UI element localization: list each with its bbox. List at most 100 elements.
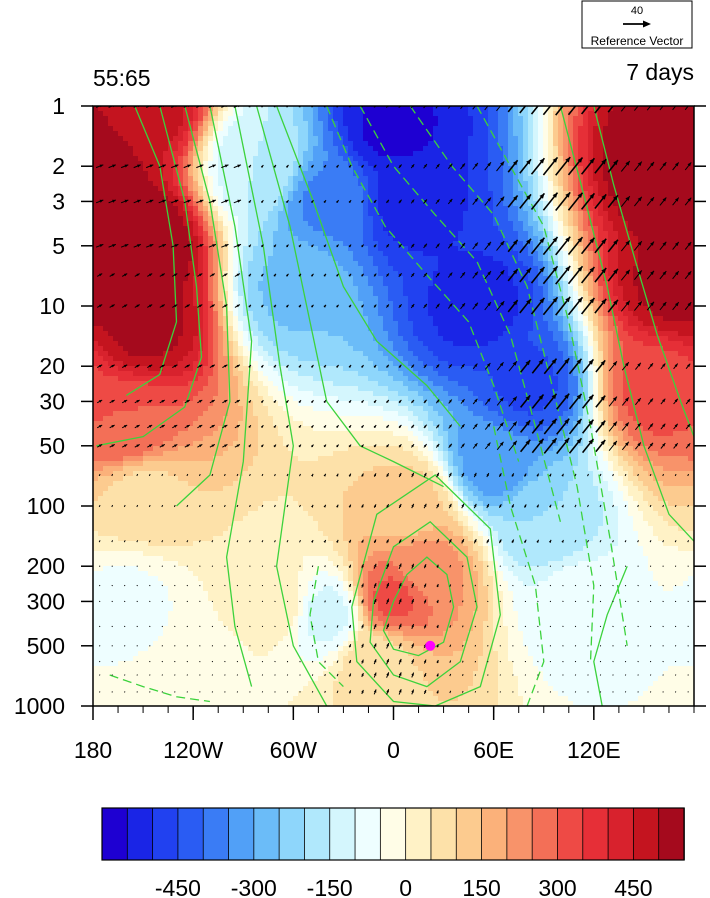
- field-cell: [278, 196, 284, 202]
- field-cell: [163, 236, 169, 242]
- field-cell: [133, 281, 139, 287]
- field-cell: [503, 256, 509, 262]
- field-cell: [183, 261, 189, 267]
- field-cell: [498, 266, 504, 272]
- field-cell: [373, 256, 379, 262]
- field-cell: [658, 116, 664, 122]
- field-cell: [488, 121, 494, 127]
- field-cell: [113, 111, 119, 117]
- field-cell: [488, 296, 494, 302]
- field-cell: [333, 186, 339, 192]
- field-cell: [653, 141, 659, 147]
- field-cell: [468, 211, 474, 217]
- field-cell: [493, 166, 499, 172]
- field-cell: [438, 111, 444, 117]
- field-cell: [243, 196, 249, 202]
- field-cell: [483, 256, 489, 262]
- field-cell: [208, 171, 214, 177]
- field-cell: [428, 111, 434, 117]
- field-cell: [348, 306, 354, 312]
- field-cell: [178, 311, 184, 317]
- field-cell: [573, 176, 579, 182]
- field-cell: [458, 191, 464, 197]
- field-cell: [438, 281, 444, 287]
- field-cell: [548, 111, 554, 117]
- field-cell: [568, 176, 574, 182]
- field-cell: [143, 146, 149, 152]
- field-cell: [278, 281, 284, 287]
- field-cell: [673, 136, 679, 142]
- field-cell: [538, 251, 544, 257]
- field-cell: [683, 251, 689, 257]
- field-cell: [688, 131, 694, 137]
- field-cell: [93, 211, 99, 217]
- field-cell: [398, 106, 404, 112]
- field-cell: [198, 231, 204, 237]
- field-cell: [313, 126, 319, 132]
- field-cell: [478, 256, 484, 262]
- field-cell: [258, 201, 264, 207]
- field-cell: [548, 206, 554, 212]
- field-cell: [463, 266, 469, 272]
- field-cell: [503, 146, 509, 152]
- field-cell: [93, 281, 99, 287]
- field-cell: [418, 216, 424, 222]
- field-cell: [663, 211, 669, 217]
- field-cell: [508, 131, 514, 137]
- field-cell: [333, 141, 339, 147]
- field-cell: [383, 161, 389, 167]
- field-cell: [523, 241, 529, 247]
- field-cell: [508, 216, 514, 222]
- field-cell: [613, 186, 619, 192]
- field-cell: [148, 136, 154, 142]
- field-cell: [453, 216, 459, 222]
- field-cell: [688, 296, 694, 302]
- field-cell: [638, 171, 644, 177]
- field-cell: [98, 196, 104, 202]
- field-cell: [163, 216, 169, 222]
- field-cell: [598, 256, 604, 262]
- field-cell: [348, 241, 354, 247]
- field-cell: [408, 286, 414, 292]
- field-cell: [263, 176, 269, 182]
- field-cell: [293, 201, 299, 207]
- field-cell: [458, 136, 464, 142]
- field-cell: [688, 211, 694, 217]
- field-cell: [668, 151, 674, 157]
- field-cell: [628, 236, 634, 242]
- field-cell: [543, 251, 549, 257]
- field-cell: [278, 171, 284, 177]
- field-cell: [553, 246, 559, 252]
- field-cell: [353, 156, 359, 162]
- field-cell: [223, 261, 229, 267]
- field-cell: [528, 226, 534, 232]
- field-cell: [623, 126, 629, 132]
- field-cell: [413, 261, 419, 267]
- field-cell: [173, 146, 179, 152]
- field-cell: [628, 296, 634, 302]
- field-cell: [198, 161, 204, 167]
- field-cell: [353, 251, 359, 257]
- field-cell: [153, 181, 159, 187]
- field-cell: [668, 221, 674, 227]
- field-cell: [473, 196, 479, 202]
- field-cell: [248, 306, 254, 312]
- field-cell: [453, 261, 459, 267]
- field-cell: [593, 196, 599, 202]
- field-cell: [248, 261, 254, 267]
- field-cell: [268, 251, 274, 257]
- field-cell: [288, 206, 294, 212]
- field-cell: [168, 191, 174, 197]
- field-cell: [118, 141, 124, 147]
- field-cell: [448, 261, 454, 267]
- field-cell: [468, 291, 474, 297]
- field-cell: [93, 276, 99, 282]
- field-cell: [593, 206, 599, 212]
- field-cell: [473, 136, 479, 142]
- field-cell: [488, 281, 494, 287]
- field-cell: [213, 201, 219, 207]
- field-cell: [533, 141, 539, 147]
- field-cell: [613, 126, 619, 132]
- field-cell: [458, 251, 464, 257]
- field-cell: [593, 146, 599, 152]
